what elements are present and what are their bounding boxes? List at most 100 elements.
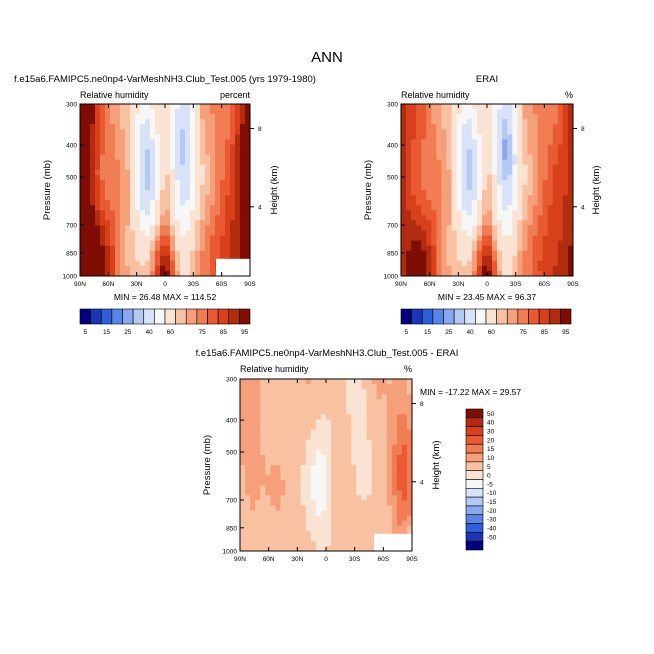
heat-cell	[346, 439, 352, 446]
heat-cell	[245, 530, 251, 537]
heat-cell	[396, 409, 403, 415]
heat-cell	[105, 190, 111, 196]
heat-cell	[396, 530, 403, 537]
heat-cell	[492, 195, 498, 201]
heat-cell	[250, 530, 256, 537]
heat-cell	[225, 200, 231, 206]
heat-cell	[225, 109, 231, 115]
heat-cell	[411, 144, 417, 150]
heat-cell	[90, 200, 96, 206]
heat-cell	[401, 245, 407, 252]
heat-cell	[562, 230, 569, 236]
heat-cell	[250, 490, 256, 496]
heat-cell	[320, 389, 327, 395]
heat-cell	[421, 205, 427, 211]
heat-cell	[105, 109, 111, 115]
heat-cell	[371, 399, 377, 405]
heat-cell	[275, 515, 281, 522]
heat-cell	[537, 139, 544, 145]
heat-cell	[446, 255, 452, 262]
heat-cell	[366, 520, 372, 527]
heat-cell	[406, 245, 412, 252]
x-tick-label: 90N	[234, 556, 246, 563]
heat-cell	[391, 399, 398, 405]
heat-cell	[200, 195, 206, 201]
heat-cell	[100, 124, 106, 130]
heat-cell	[315, 530, 322, 537]
heat-cell	[487, 109, 493, 115]
heat-cell	[125, 149, 131, 155]
heat-cell	[275, 439, 281, 446]
heat-cell	[411, 109, 417, 115]
heat-cell	[245, 144, 251, 150]
heat-cell	[331, 520, 337, 527]
heat-cell	[436, 215, 442, 221]
heat-cell	[426, 154, 432, 161]
heat-cell	[366, 485, 372, 491]
heat-cell	[527, 210, 533, 216]
heat-cell	[416, 235, 422, 241]
heat-cell	[366, 424, 372, 430]
heat-cell	[557, 124, 564, 130]
heat-cell	[95, 245, 101, 252]
heat-cell	[125, 134, 131, 140]
heat-cell	[401, 379, 408, 385]
heat-cell	[190, 260, 196, 267]
heat-cell	[80, 225, 86, 231]
heat-cell	[300, 465, 307, 471]
heat-cell	[170, 245, 176, 252]
heat-cell	[527, 139, 533, 145]
heat-cell	[85, 109, 91, 115]
heat-cell	[135, 144, 141, 150]
heat-cell	[220, 235, 226, 241]
heat-cell	[180, 164, 186, 171]
heat-cell	[476, 139, 483, 145]
heat-cell	[356, 500, 362, 506]
heat-cell	[240, 475, 246, 481]
heat-cell	[80, 195, 86, 201]
heat-cell	[160, 230, 166, 236]
heat-cell	[170, 109, 176, 115]
heat-cell	[265, 444, 271, 451]
heat-cell	[250, 429, 256, 436]
heat-cell	[371, 475, 377, 481]
heat-cell	[135, 210, 141, 216]
heat-cell	[406, 379, 413, 385]
heat-cell	[326, 434, 332, 441]
heat-cell	[331, 525, 337, 532]
heat-cell	[310, 470, 317, 476]
heat-cell	[542, 240, 549, 247]
heat-cell	[305, 490, 312, 496]
heat-cell	[481, 220, 488, 226]
colorbar-box	[465, 488, 484, 498]
heat-cell	[507, 174, 513, 181]
heat-cell	[557, 184, 564, 191]
heat-cell	[547, 169, 554, 176]
heat-cell	[205, 144, 211, 150]
heat-cell	[190, 265, 196, 272]
heat-cell	[245, 245, 251, 252]
heat-cell	[481, 139, 488, 145]
y2-tick-label: 4	[258, 204, 262, 211]
heat-cell	[115, 265, 121, 272]
heat-cell	[80, 119, 86, 125]
heat-cell	[376, 409, 383, 415]
heat-cell	[471, 129, 478, 135]
heat-cell	[481, 124, 488, 130]
heat-cell	[346, 404, 352, 410]
heat-cell	[351, 399, 357, 405]
heat-cell	[245, 399, 251, 405]
heat-cell	[562, 124, 569, 130]
heat-cell	[115, 119, 121, 125]
heat-cell	[456, 230, 463, 236]
heat-cell	[391, 434, 398, 441]
heat-cell	[502, 250, 508, 257]
heat-cell	[411, 230, 417, 236]
heat-cell	[185, 260, 191, 267]
heat-cell	[466, 235, 473, 241]
heat-cell	[310, 525, 317, 532]
heat-cell	[85, 119, 91, 125]
heat-cell	[517, 144, 523, 150]
heat-cell	[265, 470, 271, 476]
heat-cell	[451, 134, 458, 140]
